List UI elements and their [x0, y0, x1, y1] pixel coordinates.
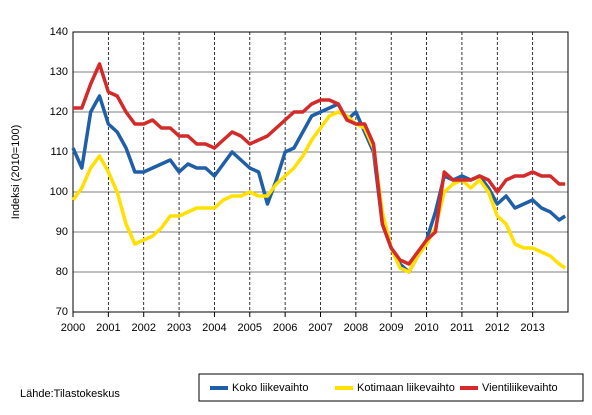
source: Lähde:Tilastokeskus: [20, 388, 120, 400]
x-tick-label: 2009: [379, 322, 403, 334]
series-line: [71, 110, 567, 274]
x-tick-label: 2011: [450, 322, 474, 334]
plot-border: [72, 31, 569, 313]
y-axis-label: Indeksi (2010=100): [10, 125, 22, 219]
x-tick-label: 2007: [308, 322, 332, 334]
x-tick-label: 2013: [520, 322, 544, 334]
x-tick-label: 2004: [202, 322, 226, 334]
x-tick-label: 2001: [96, 322, 120, 334]
x-tick-label: 2000: [61, 322, 85, 334]
y-tick-label: 100: [50, 186, 68, 198]
x-tick-label: 2005: [238, 322, 262, 334]
legend-label: Kotimaan liikevaihto: [357, 382, 455, 394]
series-line: [71, 94, 567, 274]
y-tick-label: 70: [56, 306, 68, 318]
x-tick-label: 2010: [414, 322, 438, 334]
x-tick-label: 2012: [485, 322, 509, 334]
y-tick-label: 130: [50, 66, 68, 78]
y-tick-label: 140: [50, 26, 68, 38]
series-line: [73, 62, 566, 266]
y-tick-label: 110: [50, 146, 68, 158]
x-tick-label: 2008: [344, 322, 368, 334]
legend-label: Koko liikevaihto: [232, 382, 308, 394]
x-tick-label: 2006: [273, 322, 297, 334]
legend-box: [198, 373, 584, 402]
y-tick-label: 90: [56, 226, 68, 238]
legend-label: Vientiliikevaihto: [482, 382, 558, 394]
x-tick-label: 2002: [131, 322, 155, 334]
x-tick-label: 2003: [167, 322, 191, 334]
y-tick-label: 80: [56, 266, 68, 278]
y-tick-label: 120: [50, 106, 68, 118]
